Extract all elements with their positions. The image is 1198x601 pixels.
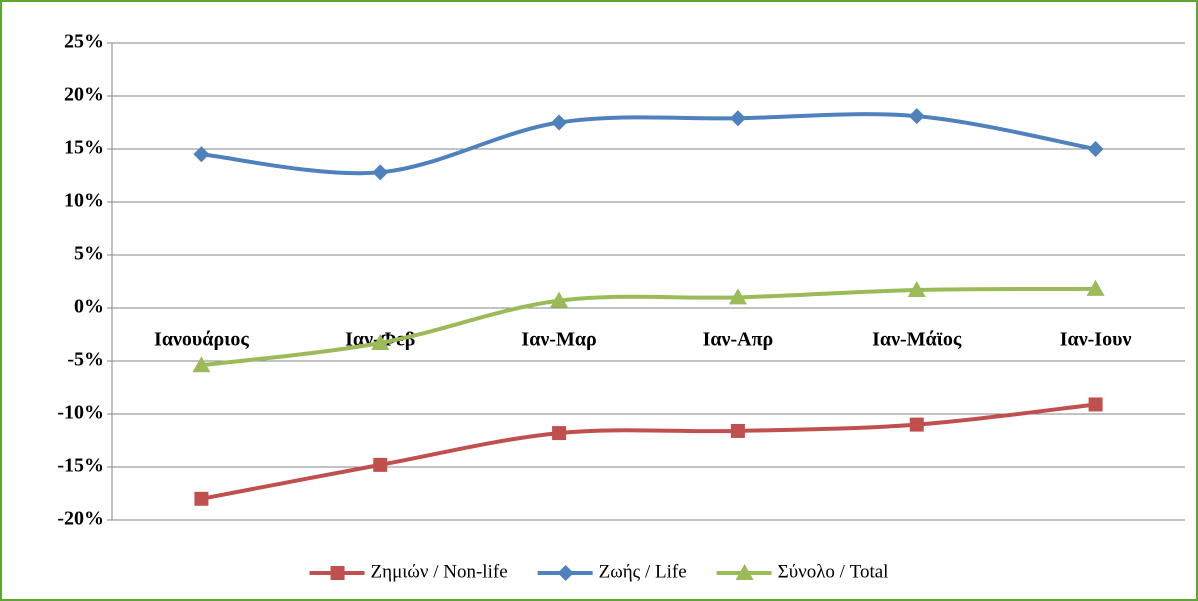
y-tick-label: 0% (74, 296, 104, 318)
marker (551, 114, 568, 131)
marker (907, 280, 926, 297)
y-tick-label: -10% (57, 402, 104, 424)
y-tick-label: 15% (64, 137, 104, 159)
legend: Ζημιών / Non-life Ζωής / Life Σύνολο / Tot… (309, 561, 889, 582)
legend-label: Ζωής / Life (599, 561, 687, 582)
x-tick-label: Ιαν-Μαρ (521, 329, 596, 351)
y-tick-label: 25% (64, 31, 104, 53)
marker (908, 108, 925, 125)
marker (194, 491, 209, 506)
y-tick-label: 20% (64, 84, 104, 106)
marker (371, 333, 390, 350)
y-tick-label: -20% (57, 508, 104, 530)
marker (728, 288, 747, 305)
marker (1088, 397, 1103, 412)
y-tick-label: -5% (67, 349, 104, 371)
marker (550, 291, 569, 308)
marker (730, 423, 745, 438)
y-tick-label: 10% (64, 190, 104, 212)
series-line (201, 286, 1096, 368)
x-tick-label: Ιανουάριος (154, 329, 249, 351)
series-line (201, 402, 1096, 501)
marker (557, 565, 574, 581)
legend-item: Ζωής / Life (537, 561, 687, 582)
x-tick-label: Ιαν-Ιουν (1060, 329, 1132, 351)
marker (729, 110, 746, 127)
marker (909, 417, 924, 432)
marker (552, 426, 567, 441)
marker (373, 457, 388, 472)
marker (330, 566, 345, 580)
marker (735, 564, 754, 580)
marker (1086, 279, 1105, 296)
marker (372, 164, 389, 181)
y-tick-label: -15% (57, 455, 104, 477)
x-tick-label: Ιαν-Απρ (703, 329, 774, 351)
legend-label: Σύνολο / Total (778, 561, 889, 582)
legend-label: Ζημιών / Non-life (371, 561, 508, 582)
series-line (201, 112, 1096, 176)
y-tick-label: 5% (74, 243, 104, 265)
marker (192, 356, 211, 373)
x-tick-label: Ιαν-Μάϊος (872, 329, 962, 351)
marker (1087, 141, 1104, 157)
marker (193, 146, 210, 163)
legend-item: Ζημιών / Non-life (309, 561, 508, 582)
legend-item: Σύνολο / Total (716, 561, 889, 582)
